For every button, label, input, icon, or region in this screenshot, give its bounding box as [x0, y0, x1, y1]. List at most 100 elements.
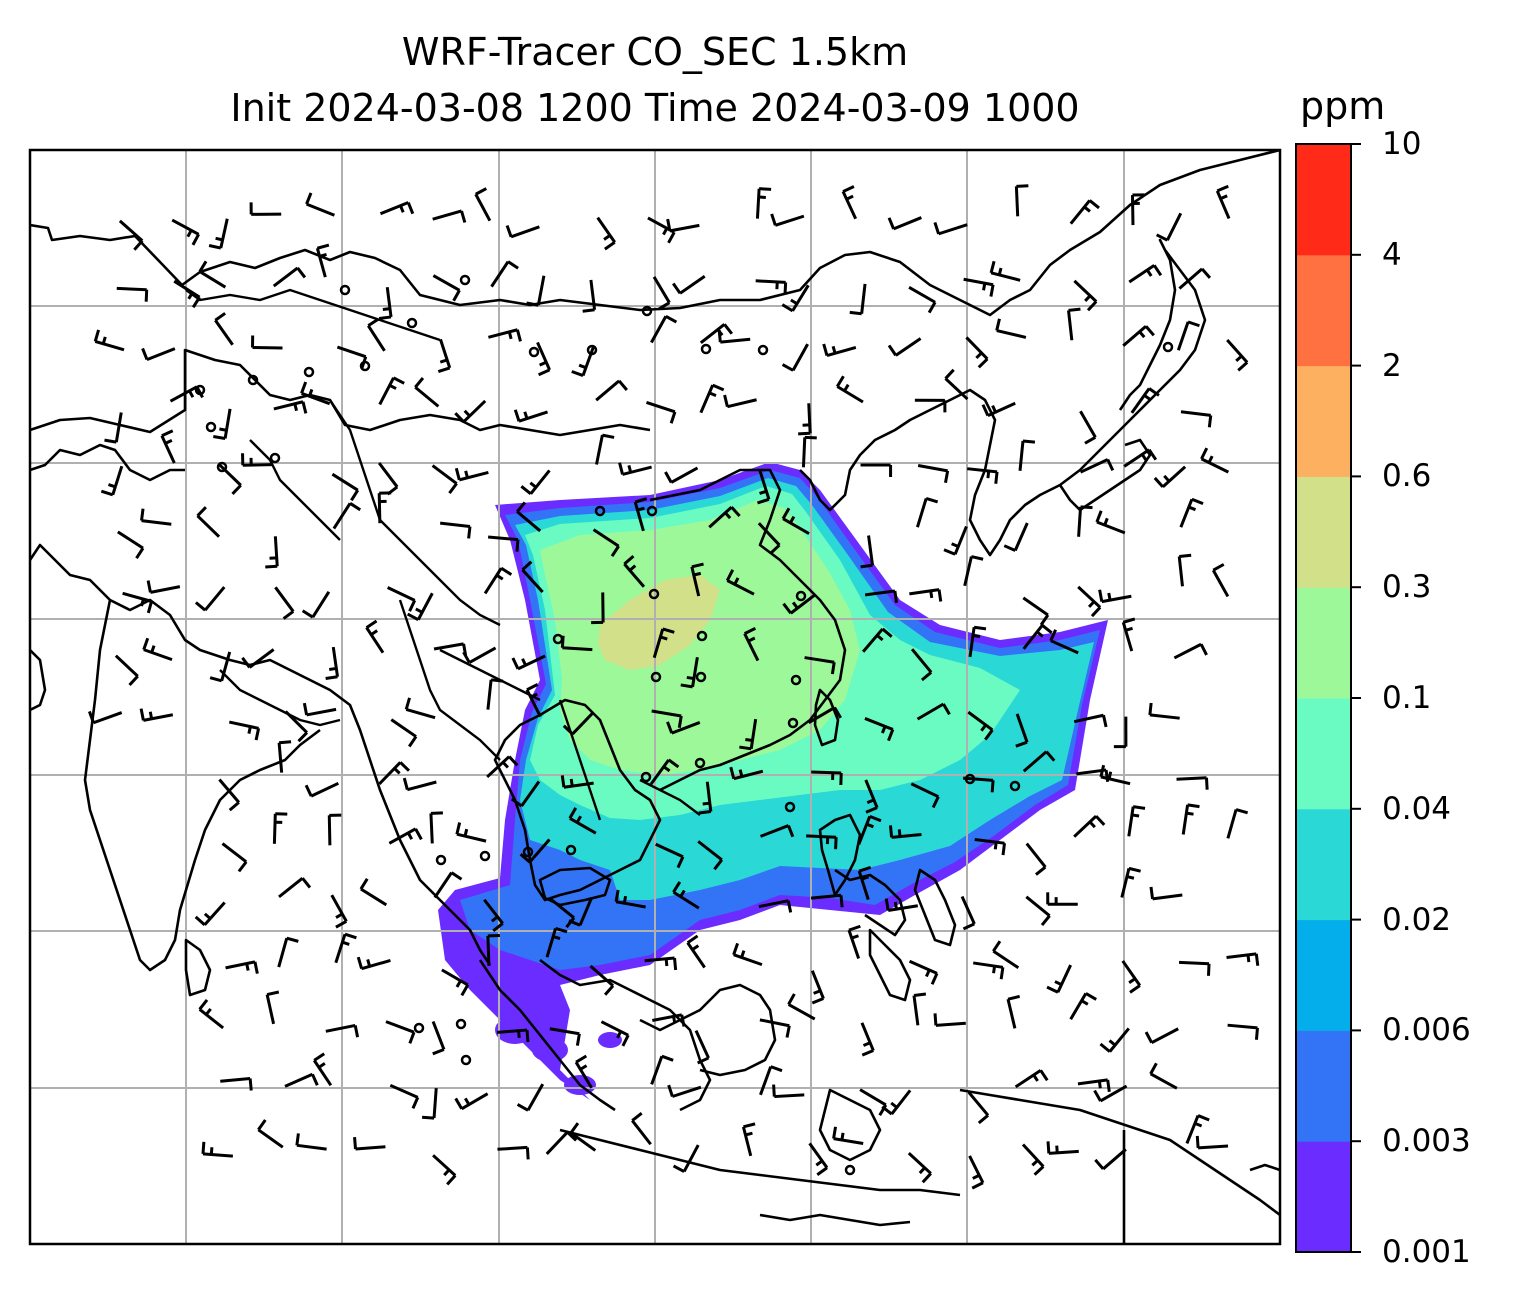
wind-barb	[787, 993, 816, 1021]
wind-barb-flag	[848, 924, 861, 932]
wind-barb-flag	[865, 806, 878, 814]
wind-barb-shaft	[1048, 1149, 1079, 1155]
wind-barb	[992, 940, 1020, 969]
wind-barb	[841, 185, 858, 220]
wind-barb-flag	[437, 366, 451, 374]
wind-barb	[305, 192, 335, 217]
wind-barb	[1215, 184, 1231, 220]
wind-barb-shaft	[361, 959, 391, 971]
wind-barb-flag	[1098, 589, 1104, 602]
wind-barb	[1015, 713, 1029, 748]
calm-wind-marker	[694, 757, 706, 769]
wind-barb-shaft	[406, 780, 437, 792]
wind-barb-flag	[568, 919, 581, 927]
calm-wind-marker	[784, 801, 796, 813]
wind-barb	[385, 1020, 416, 1044]
wind-barb	[325, 646, 340, 680]
wind-barb-shaft	[600, 1020, 629, 1037]
wind-barb-flag	[100, 489, 114, 497]
wind-barb	[454, 467, 489, 482]
wind-barb	[917, 464, 950, 483]
wind-barb-flag	[971, 555, 984, 561]
wind-barb	[857, 814, 882, 845]
wind-barb-shaft	[196, 514, 221, 538]
wind-barb-shaft	[963, 776, 994, 782]
wind-barb-shaft	[893, 216, 922, 231]
wind-barb-flag	[414, 377, 425, 389]
wind-barb-shaft	[836, 385, 864, 404]
wind-barb-flag	[627, 465, 633, 473]
wind-barb-flag	[1040, 914, 1051, 927]
wind-barb	[1127, 805, 1146, 837]
colorbar-tick-label: 0.1	[1382, 680, 1432, 716]
coastline	[30, 649, 47, 712]
wind-barb-shaft	[1102, 1148, 1127, 1171]
wind-barb	[1073, 279, 1098, 312]
wind-barb-flag	[399, 761, 410, 772]
wind-barb	[965, 336, 989, 369]
wind-barb	[302, 702, 337, 717]
wind-barb-flag	[679, 889, 686, 898]
wind-barb-flag	[861, 875, 870, 881]
wind-barb-flag	[977, 357, 989, 369]
wind-barb-flag	[93, 329, 101, 342]
wind-barb-flag	[1033, 1165, 1045, 1176]
wind-barb	[1046, 964, 1072, 994]
country-border	[249, 439, 341, 541]
wind-barb-flag	[198, 999, 209, 1011]
wind-barb-flag	[513, 409, 521, 422]
wind-barb	[389, 1083, 420, 1109]
wind-barb-flag	[516, 1103, 529, 1112]
wind-barb-flag	[452, 289, 461, 302]
wind-barb-shaft	[439, 338, 452, 369]
wind-barb	[251, 335, 283, 350]
wind-barb-flag	[686, 675, 695, 681]
wind-barb-shaft	[944, 377, 969, 401]
wind-barb	[505, 225, 540, 239]
wind-barb	[1095, 510, 1126, 535]
wind-barb-flag	[349, 502, 362, 512]
wind-barb-flag	[490, 678, 504, 683]
wind-barb-shaft	[273, 536, 279, 567]
wind-barb	[916, 497, 939, 528]
wind-barb	[356, 956, 391, 971]
colorbar-tick-label: 0.6	[1382, 458, 1432, 495]
coastline	[813, 688, 840, 747]
wind-barb	[560, 775, 594, 789]
wind-barb-shaft	[122, 591, 152, 603]
wind-barb	[672, 1144, 700, 1173]
wind-barb-flag	[148, 711, 154, 720]
wind-barb-flag	[520, 485, 532, 496]
wind-barb-shaft	[203, 901, 226, 926]
wind-barb-shaft	[1226, 809, 1238, 839]
wind-barb-flag	[439, 358, 448, 364]
colorbar-segment	[1296, 919, 1351, 1031]
wind-barb	[483, 566, 513, 595]
wind-barb-shaft	[296, 1143, 327, 1151]
wind-barb	[623, 555, 646, 588]
wind-barb-flag	[686, 934, 699, 944]
wind-barb	[278, 877, 312, 899]
wind-barb-shaft	[468, 646, 497, 664]
wind-barb-shaft	[622, 465, 652, 476]
wind-barb-flag	[247, 726, 252, 734]
wind-barb-flag	[1153, 476, 1164, 488]
wind-barb-flag	[350, 489, 360, 502]
wind-barb	[1128, 264, 1163, 284]
wind-barb-shaft	[691, 657, 699, 688]
wind-barb-shaft	[528, 838, 551, 864]
wind-barb	[1094, 1148, 1127, 1171]
wind-barb-flag	[305, 192, 313, 205]
wind-barb	[1025, 842, 1047, 876]
wind-barb-flag	[1106, 458, 1115, 472]
wind-barb-shaft	[1215, 190, 1231, 220]
wind-barb	[600, 1020, 630, 1047]
calm-wind-marker	[194, 384, 206, 396]
coastline	[539, 958, 712, 1112]
wind-barb-flag	[460, 210, 467, 223]
wind-barb-flag	[661, 1054, 674, 1062]
wind-barb-shaft	[759, 824, 789, 838]
wind-barb-flag	[1145, 269, 1153, 277]
wind-barb-flag	[836, 375, 845, 388]
wind-barb	[208, 218, 229, 250]
